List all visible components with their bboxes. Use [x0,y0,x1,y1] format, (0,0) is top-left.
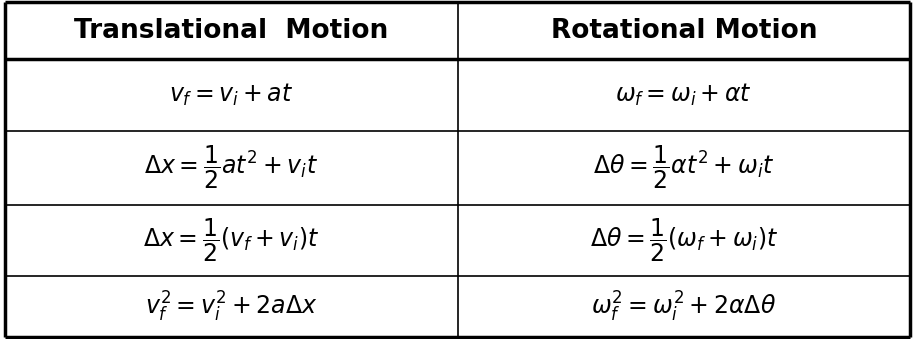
Text: $\Delta x = \dfrac{1}{2}\left(v_f + v_i\right)t$: $\Delta x = \dfrac{1}{2}\left(v_f + v_i\… [143,217,319,264]
Text: Rotational Motion: Rotational Motion [551,18,817,43]
Text: $\Delta\theta = \dfrac{1}{2}\alpha t^2 + \omega_i t$: $\Delta\theta = \dfrac{1}{2}\alpha t^2 +… [593,144,775,192]
Text: $\omega_f^2 = \omega_i^2 + 2\alpha\Delta\theta$: $\omega_f^2 = \omega_i^2 + 2\alpha\Delta… [591,290,777,324]
Text: Translational  Motion: Translational Motion [74,18,388,43]
Text: $\omega_f = \omega_i + \alpha t$: $\omega_f = \omega_i + \alpha t$ [616,82,752,108]
Text: $v_f^2 = v_i^2 + 2a\Delta x$: $v_f^2 = v_i^2 + 2a\Delta x$ [145,290,318,324]
Text: $\Delta x = \dfrac{1}{2}at^2 + v_i t$: $\Delta x = \dfrac{1}{2}at^2 + v_i t$ [144,144,318,192]
Text: $\Delta\theta = \dfrac{1}{2}\left(\omega_f + \omega_i\right)t$: $\Delta\theta = \dfrac{1}{2}\left(\omega… [590,217,778,264]
Text: $v_f = v_i + at$: $v_f = v_i + at$ [169,82,293,108]
